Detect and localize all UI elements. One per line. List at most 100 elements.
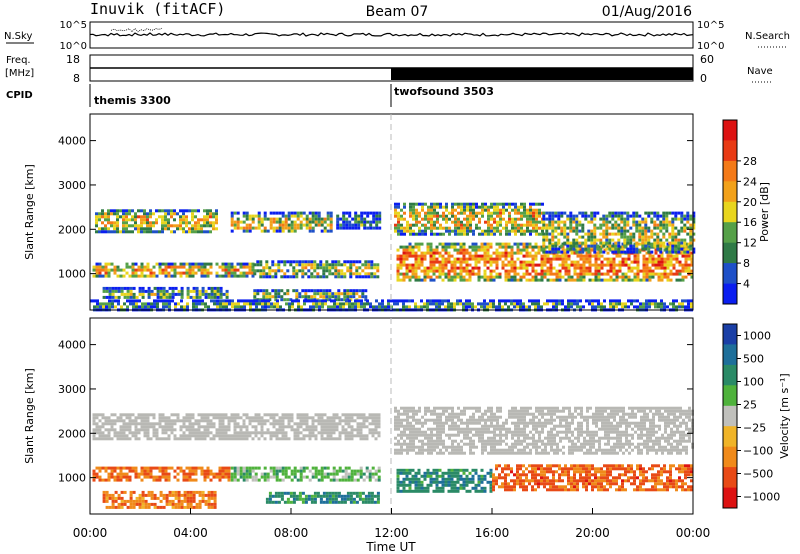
scatter-cell <box>690 269 694 273</box>
scatter-cell <box>463 223 466 227</box>
scatter-cell <box>149 271 153 275</box>
scatter-cell <box>569 244 573 248</box>
scatter-cell <box>517 439 520 443</box>
scatter-cell <box>546 299 549 303</box>
scatter-cell <box>122 227 125 231</box>
scatter-cell <box>158 230 161 234</box>
scatter-cell <box>547 442 550 446</box>
scatter-cell <box>344 419 348 423</box>
scatter-cell <box>511 448 514 452</box>
scatter-cell <box>481 232 484 236</box>
scatter-cell <box>595 433 598 437</box>
scatter-cell <box>370 260 374 264</box>
scatter-cell <box>350 413 354 417</box>
scatter-cell <box>275 431 279 435</box>
scatter-cell <box>334 269 338 273</box>
scatter-cell <box>618 266 622 270</box>
scatter-cell <box>441 257 445 261</box>
scatter-cell <box>692 250 696 254</box>
scatter-cell <box>200 419 204 423</box>
scatter-cell <box>424 412 427 416</box>
scatter-cell <box>454 223 457 227</box>
scatter-cell <box>194 221 197 225</box>
scatter-cell <box>548 250 552 254</box>
scatter-cell <box>182 422 186 426</box>
scatter-cell <box>596 247 600 251</box>
scatter-cell <box>457 220 460 224</box>
scatter-cell <box>526 436 529 440</box>
scatter-cell <box>617 238 621 242</box>
scatter-cell <box>609 266 613 270</box>
scatter-cell <box>320 223 324 227</box>
scatter-cell <box>156 299 159 303</box>
scatter-cell <box>281 226 285 230</box>
scatter-cell <box>557 217 561 221</box>
scatter-cell <box>418 421 421 425</box>
scatter-cell <box>132 295 136 299</box>
scatter-cell <box>405 299 408 303</box>
scatter-cell <box>574 445 577 449</box>
scatter-cell <box>544 442 547 446</box>
scatter-cell <box>179 218 182 222</box>
scatter-cell <box>95 428 99 432</box>
scatter-cell <box>444 245 448 249</box>
scatter-cell <box>114 295 118 299</box>
scatter-cell <box>322 263 326 267</box>
scatter-cell <box>472 412 475 416</box>
scatter-cell <box>333 305 336 309</box>
scatter-cell <box>210 295 214 299</box>
scatter-cell <box>302 428 306 432</box>
scatter-cell <box>499 406 502 410</box>
scatter-cell <box>200 262 204 266</box>
scatter-cell <box>311 434 315 438</box>
cpid-row: CPID themis 3300 twofsound 3503 <box>6 84 494 107</box>
scatter-cell <box>131 434 135 438</box>
scatter-cell <box>508 415 511 419</box>
scatter-cell <box>122 215 125 219</box>
scatter-cell <box>206 428 210 432</box>
scatter-cell <box>113 428 117 432</box>
scatter-cell <box>478 217 481 221</box>
scatter-cell <box>170 212 173 216</box>
scatter-cell <box>167 221 170 225</box>
scatter-cell <box>403 229 406 233</box>
scatter-cell <box>406 415 409 419</box>
scatter-cell <box>197 224 200 228</box>
scatter-cell <box>587 214 591 218</box>
scatter-cell <box>681 278 685 282</box>
scatter-cell <box>186 305 189 309</box>
scatter-cell <box>563 241 567 245</box>
scatter-cell <box>605 220 609 224</box>
scatter-cell <box>615 302 618 306</box>
scatter-cell <box>526 223 529 227</box>
scatter-cell <box>283 263 287 267</box>
scatter-cell <box>504 251 508 255</box>
scatter-cell <box>424 223 427 227</box>
scatter-cell <box>444 275 448 279</box>
scatter-cell <box>200 274 204 278</box>
scatter-cell <box>277 260 281 264</box>
scatter-cell <box>611 238 615 242</box>
scatter-cell <box>660 305 663 309</box>
scatter-cell <box>466 232 469 236</box>
scatter-cell <box>95 212 98 216</box>
scatter-cell <box>186 289 190 293</box>
scatter-cell <box>665 217 669 221</box>
scatter-cell <box>560 244 564 248</box>
scatter-cell <box>185 221 188 225</box>
scatter-cell <box>421 451 424 455</box>
scatter-cell <box>525 278 529 282</box>
scatter-cell <box>585 269 589 273</box>
colorbar-swatch <box>723 140 737 162</box>
scatter-cell <box>502 433 505 437</box>
scatter-cell <box>400 229 403 233</box>
scatter-cell <box>666 278 670 282</box>
scatter-cell <box>185 262 189 266</box>
scatter-cell <box>411 275 415 279</box>
scatter-cell <box>167 419 171 423</box>
scatter-cell <box>347 416 351 420</box>
scatter-cell <box>472 211 475 215</box>
scatter-cell <box>366 220 370 224</box>
scatter-cell <box>444 263 448 267</box>
scatter-cell <box>499 229 502 233</box>
